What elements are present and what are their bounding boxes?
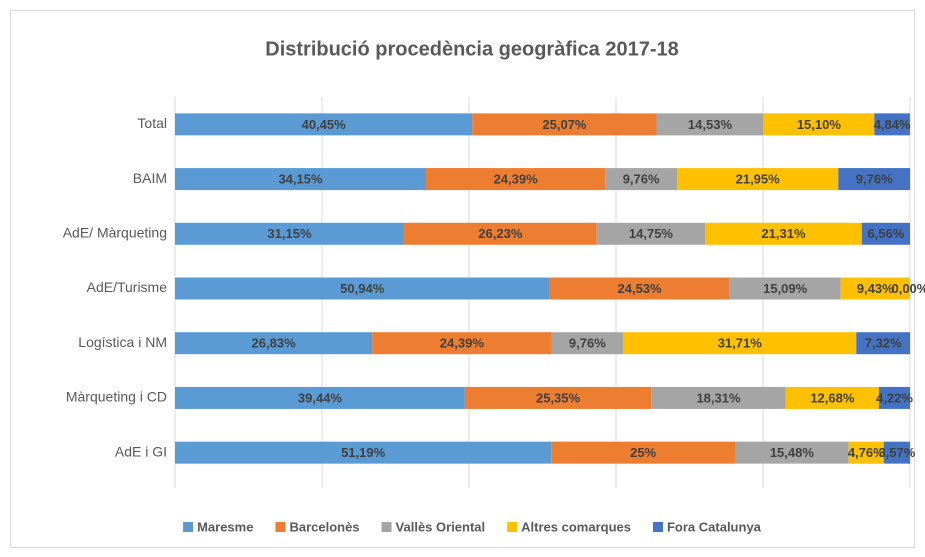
- data-label: 21,31%: [761, 226, 806, 241]
- legend-swatch: [507, 522, 518, 532]
- bar-segment: [878, 386, 910, 409]
- data-label: 15,10%: [797, 117, 842, 132]
- data-label: 26,23%: [478, 226, 523, 241]
- bar-segment: [175, 332, 373, 355]
- legend-label: Barcelonès: [289, 519, 359, 534]
- legend-label: Fora Catalunya: [667, 519, 762, 534]
- data-label: 7,32%: [865, 336, 902, 351]
- data-label: 6,56%: [867, 226, 904, 241]
- data-label: 24,53%: [618, 281, 663, 296]
- bar-segment: [651, 386, 786, 409]
- data-label: 9,76%: [856, 172, 893, 187]
- data-label: 21,95%: [736, 172, 781, 187]
- data-label: 25,35%: [536, 390, 581, 405]
- bar-segment: [705, 222, 862, 245]
- data-label: 9,76%: [623, 172, 660, 187]
- bar-segment: [883, 441, 910, 464]
- bar-segment: [551, 441, 735, 464]
- y-tick-label: AdE/Turisme: [87, 279, 168, 295]
- y-tick-label: AdE/ Màrqueting: [63, 224, 167, 240]
- y-tick-label: Total: [137, 115, 167, 131]
- data-label: 9,43%: [857, 281, 894, 296]
- data-label: 4,76%: [848, 445, 885, 460]
- legend-swatch: [183, 522, 194, 532]
- legend-label: Maresme: [197, 519, 253, 534]
- bar-segment: [856, 332, 911, 355]
- data-label: 12,68%: [810, 390, 855, 405]
- data-label: 26,83%: [252, 336, 297, 351]
- data-label: 51,19%: [341, 445, 386, 460]
- bar-segment: [874, 113, 910, 136]
- bar-segment: [426, 168, 606, 191]
- data-label: 25,07%: [542, 117, 587, 132]
- data-label: 31,15%: [267, 226, 312, 241]
- legend-swatch: [381, 522, 392, 532]
- bar-segment: [677, 168, 839, 191]
- data-label: 4,22%: [876, 390, 913, 405]
- bar-segment: [464, 386, 652, 409]
- y-tick-label: Logística i NM: [78, 334, 167, 350]
- bar-segment: [623, 332, 857, 355]
- data-label: 0,00%: [891, 281, 925, 296]
- bar-segment: [840, 277, 910, 300]
- bar-segment: [175, 113, 473, 136]
- bar-segment: [838, 168, 911, 191]
- legend-label: Altres comarques: [521, 519, 631, 534]
- data-label: 24,39%: [440, 336, 485, 351]
- legend-label: Vallès Oriental: [396, 519, 486, 534]
- data-label: 9,76%: [569, 336, 606, 351]
- data-label: 14,75%: [629, 226, 674, 241]
- bar-segment: [734, 441, 849, 464]
- y-tick-label: AdE i GI: [115, 443, 167, 459]
- data-label: 50,94%: [340, 281, 385, 296]
- bar-segment: [605, 168, 678, 191]
- bar-segment: [372, 332, 552, 355]
- bar-segment: [848, 441, 884, 464]
- y-tick-label: BAIM: [133, 170, 167, 186]
- legend: Maresme Barcelonès Vallès Oriental Altres c…: [183, 519, 762, 534]
- data-label: 15,48%: [770, 445, 815, 460]
- bar-segment: [763, 113, 875, 136]
- data-label: 39,44%: [298, 390, 343, 405]
- bar-segment: [175, 277, 550, 300]
- data-label: 40,45%: [302, 117, 347, 132]
- data-label: 24,39%: [494, 172, 539, 187]
- bar-segment: [729, 277, 841, 300]
- data-label: 3,57%: [878, 445, 915, 460]
- bar-segment: [403, 222, 597, 245]
- data-label: 31,71%: [718, 336, 763, 351]
- bar-segment: [551, 332, 624, 355]
- data-label: 15,09%: [763, 281, 808, 296]
- y-tick-label: Màrqueting i CD: [66, 389, 167, 405]
- legend-swatch: [275, 522, 286, 532]
- data-label: 34,15%: [278, 172, 323, 187]
- bar-segment: [175, 222, 404, 245]
- bar-segment: [175, 441, 552, 464]
- legend-swatch: [652, 522, 663, 532]
- bar-segment: [175, 386, 465, 409]
- bar-segment: [175, 168, 427, 191]
- chart-title: Distribució procedència geogràfica 2017-…: [265, 38, 679, 60]
- data-label: 18,31%: [696, 390, 741, 405]
- bar-segment: [785, 386, 879, 409]
- data-label: 14,53%: [688, 117, 733, 132]
- data-label: 25%: [630, 445, 656, 460]
- bar-segment: [656, 113, 764, 136]
- bar-segment: [861, 222, 910, 245]
- data-label: 4,84%: [874, 117, 911, 132]
- bar-segment: [596, 222, 706, 245]
- bar-segment: [549, 277, 730, 300]
- bar-segment: [472, 113, 657, 136]
